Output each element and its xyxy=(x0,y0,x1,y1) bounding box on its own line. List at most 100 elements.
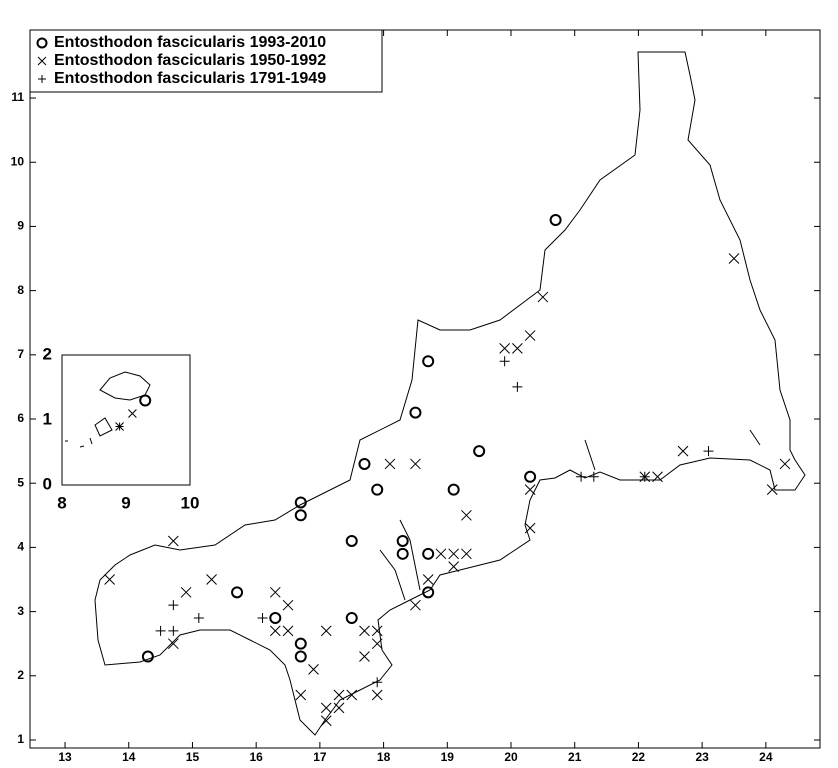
point-cross xyxy=(524,330,536,341)
point-cross xyxy=(512,343,523,354)
y-tick-label: 9 xyxy=(17,219,24,233)
point-cross xyxy=(282,625,294,637)
point-cross xyxy=(371,625,383,637)
y-tick-label: 8 xyxy=(17,283,24,297)
legend-marker xyxy=(37,56,47,66)
point-cross xyxy=(524,522,536,534)
y-tick-label: 10 xyxy=(11,154,25,168)
y-tick-label: 1 xyxy=(17,732,24,746)
point-circle xyxy=(371,483,384,496)
x-tick-label: 9 xyxy=(121,493,130,512)
point-circle xyxy=(345,534,358,547)
point-cross xyxy=(537,291,549,303)
point-plus xyxy=(168,625,179,636)
y-tick-label: 1 xyxy=(43,409,52,428)
inset-islands xyxy=(65,371,151,448)
point-plus xyxy=(193,613,204,624)
plot-frame xyxy=(29,29,821,749)
point-plus xyxy=(499,356,510,367)
point-circle xyxy=(294,509,307,522)
x-tick-label: 18 xyxy=(377,750,391,764)
x-tick-label: 23 xyxy=(695,750,709,764)
y-tick-label: 6 xyxy=(17,411,24,425)
point-cross xyxy=(448,548,460,560)
point-plus xyxy=(576,471,587,482)
point-cross xyxy=(333,689,345,701)
x-tick-label: 8 xyxy=(57,493,66,512)
point-circle xyxy=(422,586,435,599)
point-plus xyxy=(372,677,383,688)
point-cross xyxy=(677,445,689,457)
point-cross xyxy=(320,625,332,637)
point-cross xyxy=(269,586,281,598)
point-circle xyxy=(409,406,422,419)
point-cross xyxy=(461,509,472,521)
point-circle xyxy=(396,534,409,547)
y-tick-label: 7 xyxy=(17,347,24,361)
y-tick-label: 2 xyxy=(43,344,52,363)
point-circle xyxy=(231,586,244,599)
point-cross xyxy=(359,651,370,662)
point-cross xyxy=(167,638,179,650)
x-tick-label: 15 xyxy=(186,750,200,764)
point-circle xyxy=(396,547,409,560)
point-circle xyxy=(294,496,307,509)
point-plus xyxy=(703,446,714,457)
legend-box xyxy=(29,29,383,93)
y-tick-label: 5 xyxy=(17,475,24,489)
y-tick-label: 4 xyxy=(17,540,24,554)
legend-marker xyxy=(38,75,46,83)
x-tick-label: 14 xyxy=(122,750,136,764)
point-cross xyxy=(461,548,472,560)
point-circle xyxy=(422,547,435,560)
point-plus xyxy=(588,471,599,482)
point-circle xyxy=(447,483,460,496)
point-plus xyxy=(639,471,650,482)
coastline xyxy=(94,51,806,736)
point-cross xyxy=(779,458,791,470)
point-circle xyxy=(549,214,562,227)
point-cross xyxy=(448,561,460,573)
y-tick-label: 2 xyxy=(17,668,24,682)
point-cross xyxy=(333,702,345,714)
point-cross xyxy=(410,458,421,470)
point-cross xyxy=(128,409,137,418)
point-cross xyxy=(295,689,307,701)
x-tick-label: 22 xyxy=(632,750,646,764)
point-cross xyxy=(422,574,434,585)
point-plus xyxy=(155,625,166,636)
point-circle xyxy=(422,355,435,368)
point-circle xyxy=(345,612,358,625)
point-cross xyxy=(104,574,115,585)
x-tick-label: 10 xyxy=(181,493,200,512)
point-circle xyxy=(294,637,307,650)
x-tick-label: 20 xyxy=(504,750,518,764)
point-cross xyxy=(499,343,510,354)
legend-label: Entosthodon fascicularis 1993-2010 xyxy=(54,34,326,51)
y-tick-label: 0 xyxy=(43,474,52,493)
x-tick-label: 19 xyxy=(441,750,455,764)
x-tick-label: 17 xyxy=(313,750,327,764)
point-circle xyxy=(141,650,154,663)
point-plus xyxy=(115,422,124,431)
point-circle xyxy=(269,612,282,625)
point-cross xyxy=(359,625,370,637)
legend-marker xyxy=(36,37,48,49)
x-tick-label: 13 xyxy=(58,750,72,764)
point-cross xyxy=(371,689,383,701)
point-plus xyxy=(512,381,523,392)
legend-label: Entosthodon fascicularis 1950-1992 xyxy=(54,52,326,69)
x-tick-label: 16 xyxy=(249,750,263,764)
x-tick-label: 24 xyxy=(759,750,773,764)
point-cross xyxy=(766,484,778,495)
point-plus xyxy=(257,613,268,624)
point-cross xyxy=(728,253,740,264)
point-cross xyxy=(410,599,421,611)
point-cross xyxy=(282,599,294,611)
x-tick-label: 21 xyxy=(568,750,582,764)
point-cross xyxy=(269,625,281,637)
point-cross xyxy=(371,638,383,650)
point-circle xyxy=(294,650,307,663)
